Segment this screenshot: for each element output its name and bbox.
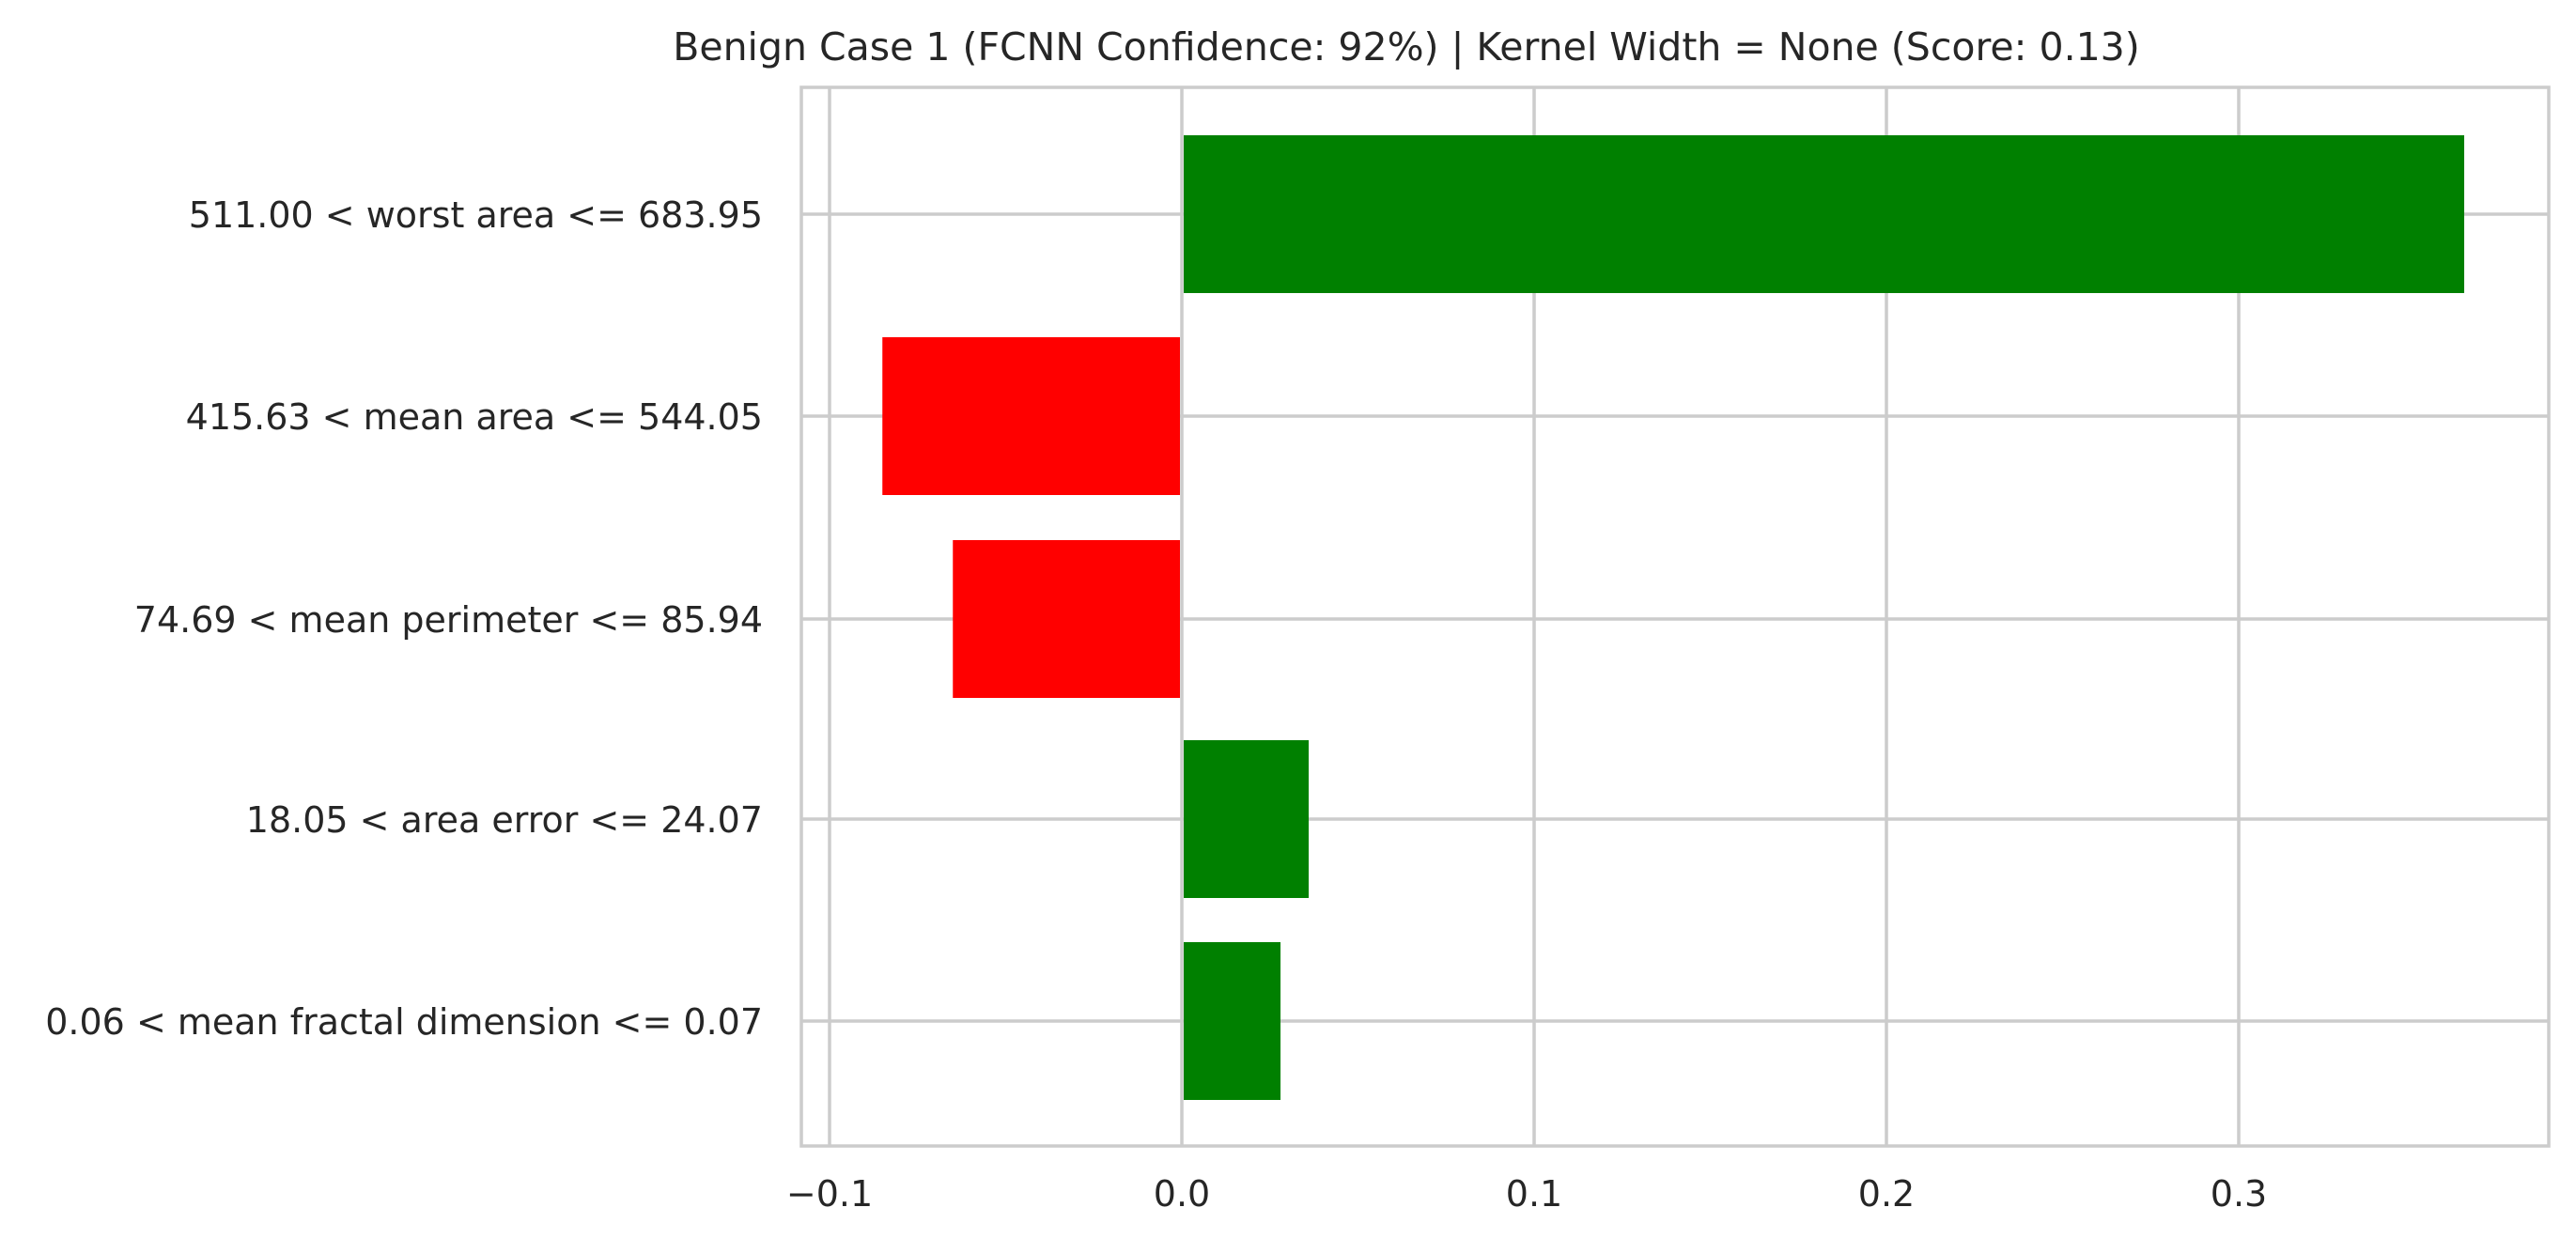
y-tick-label: 74.69 < mean perimeter <= 85.94 [134,599,763,641]
bar-negative [882,337,1180,495]
y-tick-label: 511.00 < worst area <= 683.95 [189,194,763,236]
x-tick-label: −0.1 [786,1173,873,1215]
bar-positive [1184,135,2464,293]
y-tick-label: 18.05 < area error <= 24.07 [246,799,763,841]
x-tick-label: 0.3 [2211,1173,2267,1215]
bars-layer [882,135,2464,1100]
bar-positive [1184,942,1280,1100]
chart-title: Benign Case 1 (FCNN Confidence: 92%) | K… [673,24,2140,70]
bar-positive [1184,740,1309,898]
x-tick-label: 0.1 [1506,1173,1562,1215]
x-tick-labels: −0.1 0.0 0.1 0.2 0.3 [786,1173,2267,1215]
x-tick-label: 0.2 [1858,1173,1915,1215]
bar-negative [953,540,1180,698]
y-tick-label: 0.06 < mean fractal dimension <= 0.07 [45,1001,763,1043]
x-tick-label: 0.0 [1154,1173,1210,1215]
y-tick-label: 415.63 < mean area <= 544.05 [186,396,763,438]
y-tick-labels: 511.00 < worst area <= 683.95 415.63 < me… [45,194,763,1043]
plot-frame [799,85,2551,1148]
